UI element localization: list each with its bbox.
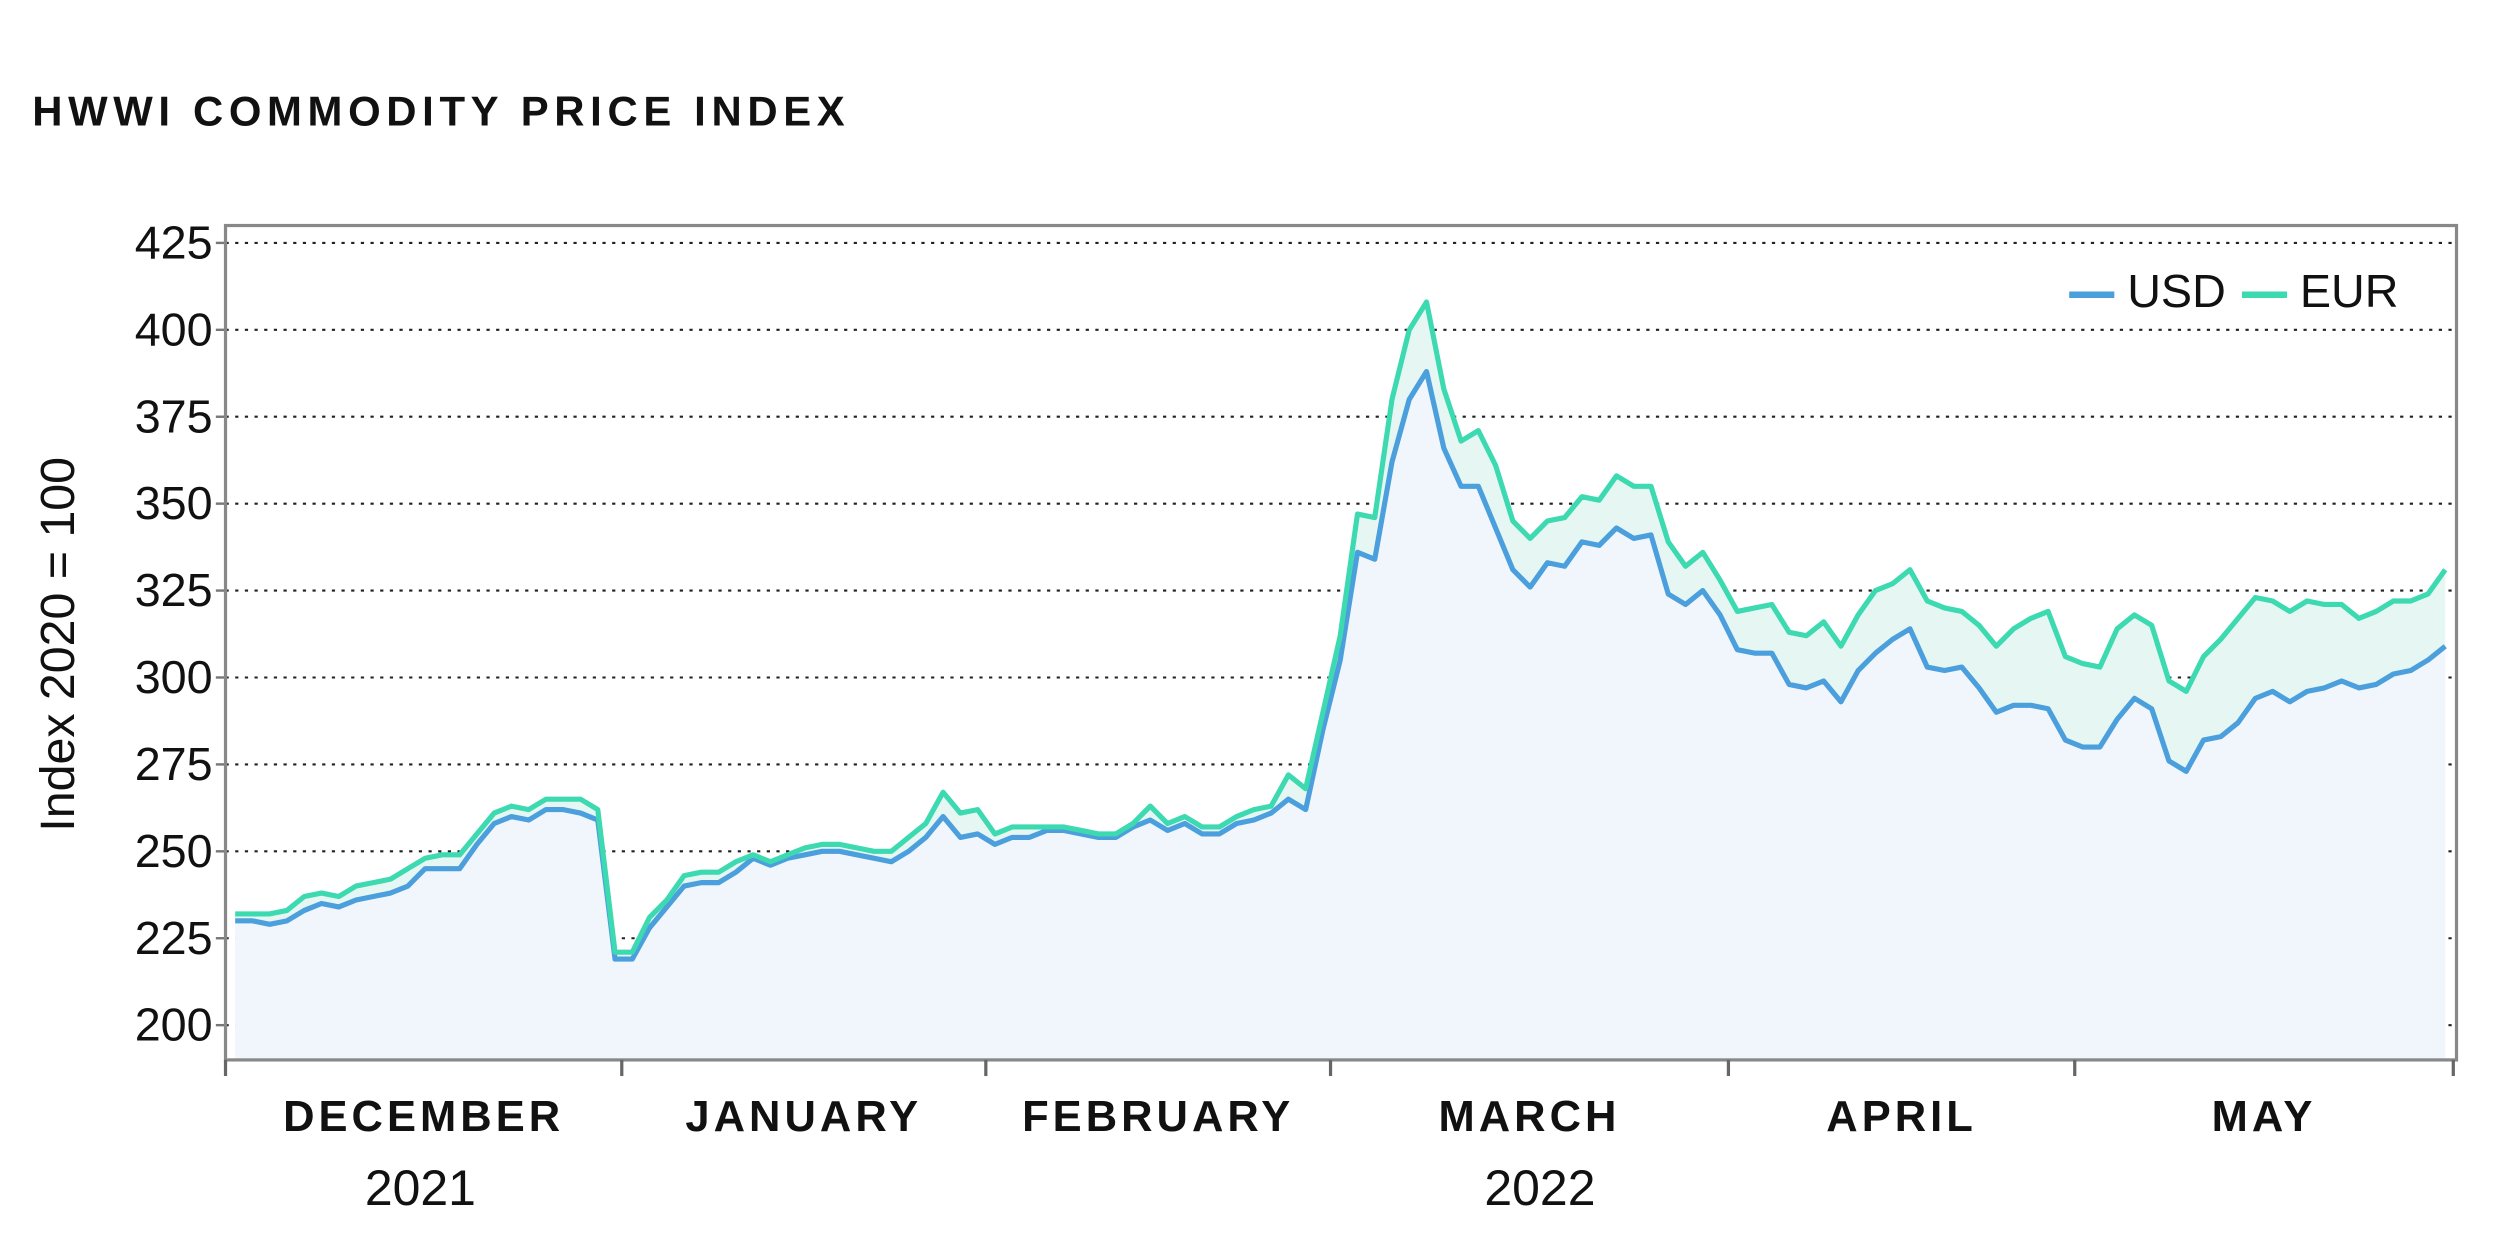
y-tick-label: 275 bbox=[135, 738, 213, 790]
plot-frame bbox=[223, 223, 2459, 1062]
series-area bbox=[235, 371, 2446, 1060]
x-tick-label: JANUARY bbox=[685, 1093, 922, 1141]
series-line bbox=[235, 299, 2448, 955]
y-tick-label: 350 bbox=[135, 477, 213, 529]
y-axis-label: Index 2020 = 100 bbox=[31, 457, 85, 832]
y-tick-label: 300 bbox=[135, 651, 213, 703]
y-tick-label: 200 bbox=[135, 999, 213, 1051]
y-tick-label: 375 bbox=[135, 390, 213, 442]
y-tick-label: 325 bbox=[135, 564, 213, 616]
y-tick-label: 400 bbox=[135, 303, 213, 355]
year-label: 2022 bbox=[1484, 1160, 1595, 1216]
x-tick-label: FEBRUARY bbox=[1022, 1093, 1294, 1141]
year-label: 2021 bbox=[365, 1160, 476, 1216]
chart-title: HWWI COMMODITY PRICE INDEX bbox=[32, 87, 850, 134]
y-tick-label: 225 bbox=[135, 912, 213, 964]
y-tick-label: 250 bbox=[135, 825, 213, 877]
legend-label: EUR bbox=[2300, 265, 2399, 317]
x-tick-label: DECEMBER bbox=[283, 1093, 564, 1141]
x-tick-label: MAY bbox=[2212, 1093, 2317, 1141]
y-tick-label: 425 bbox=[135, 216, 213, 268]
x-tick-label: MARCH bbox=[1438, 1093, 1620, 1141]
x-tick-label: APRIL bbox=[1826, 1093, 1977, 1141]
legend-label: USD bbox=[2127, 265, 2226, 317]
